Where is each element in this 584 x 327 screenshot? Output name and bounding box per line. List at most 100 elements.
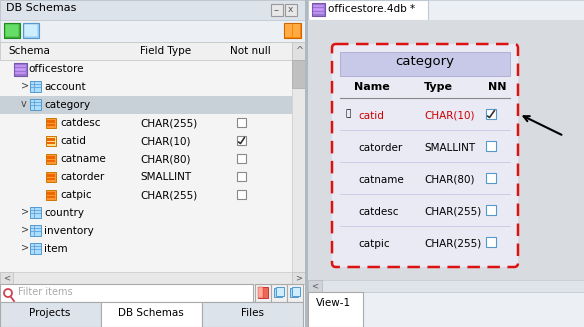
Bar [292, 60, 305, 88]
Bar [486, 109, 496, 119]
Bar [313, 5, 324, 7]
Bar [274, 288, 282, 297]
Bar [486, 173, 496, 183]
Bar [47, 192, 55, 195]
Text: catorder: catorder [60, 172, 105, 182]
Bar [30, 243, 41, 254]
Bar [30, 99, 41, 110]
Text: >: > [21, 225, 29, 235]
Bar [258, 287, 268, 298]
Bar [202, 302, 303, 327]
Text: NN: NN [488, 82, 506, 92]
Bar [0, 272, 13, 284]
Bar [47, 138, 55, 141]
Bar [47, 160, 55, 162]
Bar [292, 60, 305, 272]
Bar [312, 3, 325, 16]
Bar [14, 63, 27, 76]
Bar [340, 226, 510, 258]
Bar [0, 272, 292, 284]
Text: CHAR(255): CHAR(255) [424, 239, 481, 249]
Bar [30, 81, 41, 92]
Bar [340, 98, 510, 130]
Text: CHAR(80): CHAR(80) [424, 175, 474, 185]
Bar [271, 4, 283, 16]
Bar [47, 178, 55, 180]
Bar [47, 174, 55, 177]
Text: Projects: Projects [29, 308, 71, 318]
Bar [237, 118, 246, 127]
Bar [486, 237, 496, 247]
Text: Filter items: Filter items [18, 287, 72, 297]
Text: –: – [274, 5, 279, 15]
Bar [0, 0, 305, 327]
Bar [486, 205, 496, 215]
Text: account: account [44, 82, 86, 92]
FancyBboxPatch shape [332, 44, 518, 267]
Bar [4, 23, 20, 38]
Bar [308, 292, 584, 327]
Bar [285, 24, 292, 37]
Bar [0, 0, 305, 20]
Bar [486, 141, 496, 151]
Text: Files: Files [241, 308, 263, 318]
Text: CHAR(255): CHAR(255) [140, 118, 197, 128]
Bar [308, 20, 584, 280]
Bar [5, 24, 19, 37]
Text: catpic: catpic [358, 239, 390, 249]
Bar [308, 0, 584, 20]
Bar [308, 0, 584, 327]
Bar [308, 0, 428, 20]
Text: 🔑: 🔑 [345, 110, 350, 118]
Bar [340, 162, 510, 194]
Bar [340, 52, 510, 76]
Text: SMALLINT: SMALLINT [424, 143, 475, 153]
Text: catdesc: catdesc [60, 118, 100, 128]
Text: CHAR(80): CHAR(80) [140, 154, 190, 164]
Bar [258, 287, 263, 298]
Bar [276, 287, 284, 296]
Text: <: < [3, 273, 10, 282]
Bar [284, 23, 301, 38]
Bar [46, 172, 56, 182]
Bar [30, 207, 41, 218]
Text: >: > [21, 81, 29, 91]
Text: Type: Type [424, 82, 453, 92]
Bar [287, 284, 303, 302]
Bar [313, 11, 324, 14]
Bar [292, 272, 305, 284]
Bar [340, 78, 510, 98]
Text: CHAR(10): CHAR(10) [140, 136, 190, 146]
Bar [340, 130, 510, 162]
Text: x: x [288, 6, 293, 14]
Text: category: category [44, 100, 90, 110]
Bar [255, 284, 271, 302]
Bar [293, 24, 300, 37]
Bar [292, 287, 300, 296]
Text: catid: catid [60, 136, 86, 146]
Bar [271, 284, 287, 302]
Text: country: country [44, 208, 84, 218]
Text: officestore: officestore [28, 64, 84, 74]
Bar [285, 4, 297, 16]
Bar [0, 302, 101, 327]
Text: >: > [295, 273, 302, 282]
Bar [237, 154, 246, 163]
Bar [23, 23, 39, 38]
Bar [305, 0, 308, 327]
Bar [47, 142, 55, 144]
Bar [308, 292, 363, 327]
Bar [290, 288, 298, 297]
Bar [313, 8, 324, 10]
Bar [47, 120, 55, 123]
Text: catname: catname [60, 154, 106, 164]
Text: CHAR(10): CHAR(10) [424, 111, 474, 121]
Bar [308, 280, 322, 292]
Text: SMALLINT: SMALLINT [140, 172, 191, 182]
Bar [46, 136, 56, 146]
Text: Name: Name [354, 82, 390, 92]
Text: >: > [21, 207, 29, 217]
Bar [0, 20, 305, 42]
Text: inventory: inventory [44, 226, 94, 236]
Text: CHAR(255): CHAR(255) [424, 207, 481, 217]
